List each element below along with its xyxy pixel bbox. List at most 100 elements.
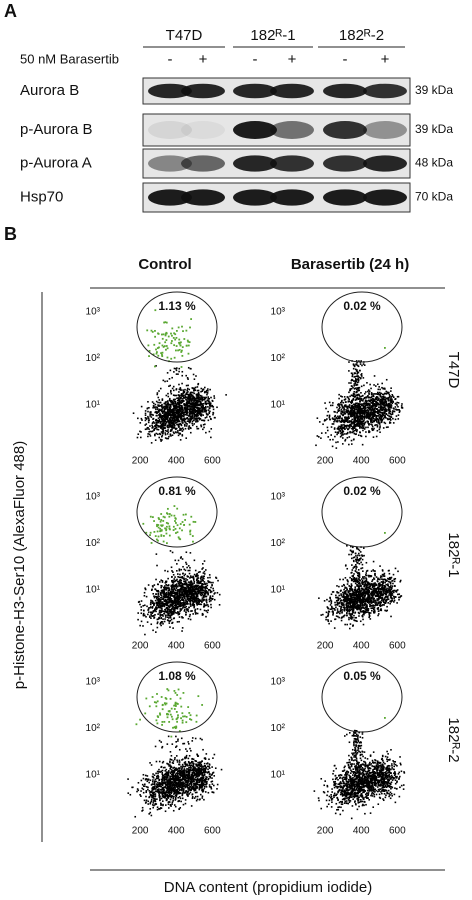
dot xyxy=(146,426,149,429)
dot xyxy=(351,584,353,587)
dot xyxy=(355,380,358,383)
dot xyxy=(338,409,341,412)
dot xyxy=(140,600,143,602)
dot xyxy=(167,395,170,398)
row-label: 182ᴿ-1 xyxy=(445,532,462,577)
dot xyxy=(379,393,381,396)
dot xyxy=(381,399,384,402)
dot xyxy=(378,399,380,402)
dot xyxy=(376,396,379,398)
gated-dot xyxy=(161,351,164,354)
dot xyxy=(374,408,376,411)
dot xyxy=(157,618,160,620)
gated-dot xyxy=(164,333,167,335)
dot xyxy=(372,403,374,405)
dot xyxy=(190,583,192,586)
dot xyxy=(198,398,201,401)
dot xyxy=(349,410,352,412)
dot xyxy=(205,610,208,612)
dot xyxy=(195,413,198,415)
dot xyxy=(378,406,380,408)
dot xyxy=(377,577,379,580)
dot xyxy=(137,601,140,603)
dot xyxy=(186,417,188,420)
dot xyxy=(373,393,376,395)
dot xyxy=(181,414,184,417)
dot xyxy=(384,406,386,408)
dot xyxy=(160,410,163,412)
dot xyxy=(170,585,172,588)
dot xyxy=(356,397,359,399)
dot xyxy=(358,415,361,418)
x-tick-label: 600 xyxy=(204,456,221,467)
dot xyxy=(165,594,167,596)
dot xyxy=(159,433,162,436)
dot xyxy=(342,406,345,409)
dot xyxy=(137,417,139,420)
dot xyxy=(140,405,143,408)
dot xyxy=(194,406,197,408)
dot xyxy=(149,611,152,614)
dot xyxy=(374,413,376,416)
dot xyxy=(376,399,379,402)
dot xyxy=(196,578,198,580)
dot xyxy=(352,596,354,599)
dot xyxy=(359,406,361,409)
dot xyxy=(184,425,186,427)
gated-dot xyxy=(149,534,151,536)
dot xyxy=(176,599,179,601)
dot xyxy=(217,579,219,582)
dot xyxy=(187,427,190,430)
dot xyxy=(191,397,194,399)
dot xyxy=(205,411,207,413)
dot xyxy=(373,384,375,386)
dot xyxy=(182,565,184,568)
dot xyxy=(151,422,154,425)
dot xyxy=(169,601,172,603)
dot xyxy=(173,424,176,427)
dot xyxy=(164,614,167,617)
dot xyxy=(327,436,330,438)
dot xyxy=(328,401,331,404)
dot xyxy=(172,409,175,411)
dot xyxy=(176,596,178,598)
dot xyxy=(191,417,194,420)
dot xyxy=(389,417,391,420)
dot xyxy=(172,585,174,588)
dot xyxy=(200,387,203,390)
dot xyxy=(194,411,197,414)
dot xyxy=(155,432,158,435)
dot xyxy=(162,597,165,600)
dot xyxy=(193,585,196,588)
dot xyxy=(179,610,181,613)
dot xyxy=(159,592,162,594)
dot xyxy=(204,402,207,405)
dot xyxy=(182,428,185,431)
dot xyxy=(197,586,200,589)
dot xyxy=(363,423,366,426)
dot xyxy=(166,405,168,408)
gated-dot xyxy=(158,346,160,349)
dot xyxy=(374,385,377,387)
dot xyxy=(173,594,175,597)
dot xyxy=(185,578,187,580)
dot xyxy=(337,428,339,430)
dot xyxy=(158,604,161,606)
dot xyxy=(356,384,359,386)
dot xyxy=(331,423,334,425)
dot xyxy=(189,399,192,401)
dot xyxy=(364,404,367,406)
dot xyxy=(171,604,174,606)
dot xyxy=(170,586,173,589)
dot xyxy=(338,403,340,405)
dot xyxy=(396,409,399,411)
dot xyxy=(363,415,366,417)
blot-band xyxy=(233,189,277,206)
dot xyxy=(381,402,383,405)
dot xyxy=(165,587,168,590)
dot xyxy=(166,570,169,573)
dot xyxy=(148,406,150,409)
gated-dot xyxy=(162,520,165,522)
dot xyxy=(156,626,159,629)
column-header: Control xyxy=(138,256,191,273)
